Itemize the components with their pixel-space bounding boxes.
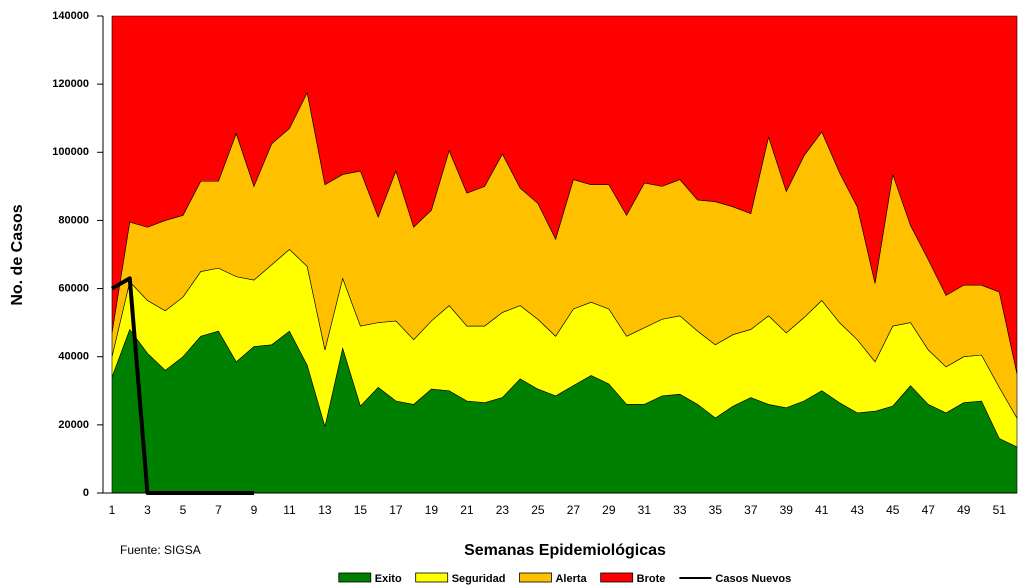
y-tick-label: 60000 (58, 282, 89, 294)
x-tick-label: 47 (922, 503, 936, 517)
y-tick-label: 20000 (58, 419, 89, 431)
area (111, 15, 1018, 374)
x-tick-label: 39 (780, 503, 794, 517)
x-tick-label: 3 (144, 503, 151, 517)
x-tick-label: 9 (251, 503, 258, 517)
legend-swatch (415, 572, 449, 583)
x-tick-label: 41 (815, 503, 829, 517)
legend-label: Brote (637, 573, 666, 585)
y-tick-label: 140000 (52, 10, 89, 22)
legend-label: Seguridad (452, 573, 506, 585)
x-tick-label: 31 (638, 503, 652, 517)
x-tick-label: 11 (283, 503, 296, 517)
y-tick-label: 80000 (58, 214, 89, 226)
x-tick-label: 51 (993, 503, 1007, 517)
x-tick-label: 37 (744, 503, 758, 517)
x-tick-label: 23 (496, 503, 510, 517)
annotation: Fuente: SIGSA (120, 543, 201, 557)
x-tick-label: 21 (460, 503, 474, 517)
y-tick-label: 120000 (52, 78, 89, 90)
y-axis-title: No. de Casos (9, 204, 26, 305)
x-tick-label: 5 (180, 503, 187, 517)
legend-swatch (519, 572, 552, 583)
x-tick-label: 15 (354, 503, 368, 517)
x-tick-label: 1 (109, 503, 116, 517)
legend-label: Alerta (555, 573, 587, 585)
line (111, 276, 254, 495)
x-tick-label: 27 (567, 503, 581, 517)
x-tick-label: 7 (215, 503, 222, 517)
y-tick-label: 100000 (52, 146, 89, 158)
x-tick-label: 13 (318, 503, 332, 517)
x-tick-label: 29 (602, 503, 616, 517)
y-tick-label: 40000 (58, 351, 89, 363)
x-tick-label: 45 (886, 503, 900, 517)
x-tick-label: 17 (389, 503, 403, 517)
x-tick-label: 35 (709, 503, 723, 517)
y-tick-label: 0 (83, 487, 89, 499)
legend-swatch (600, 572, 634, 583)
legend-label: Casos Nuevos (715, 573, 791, 585)
legend-label: Exito (375, 573, 402, 585)
x-tick-label: 25 (531, 503, 545, 517)
legend-swatch (338, 572, 372, 583)
x-tick-label: 19 (425, 503, 439, 517)
x-tick-label: 43 (851, 503, 865, 517)
x-axis-title: Semanas Epidemiológicas (464, 542, 666, 559)
x-tick-label: 33 (673, 503, 687, 517)
x-tick-label: 49 (957, 503, 971, 517)
